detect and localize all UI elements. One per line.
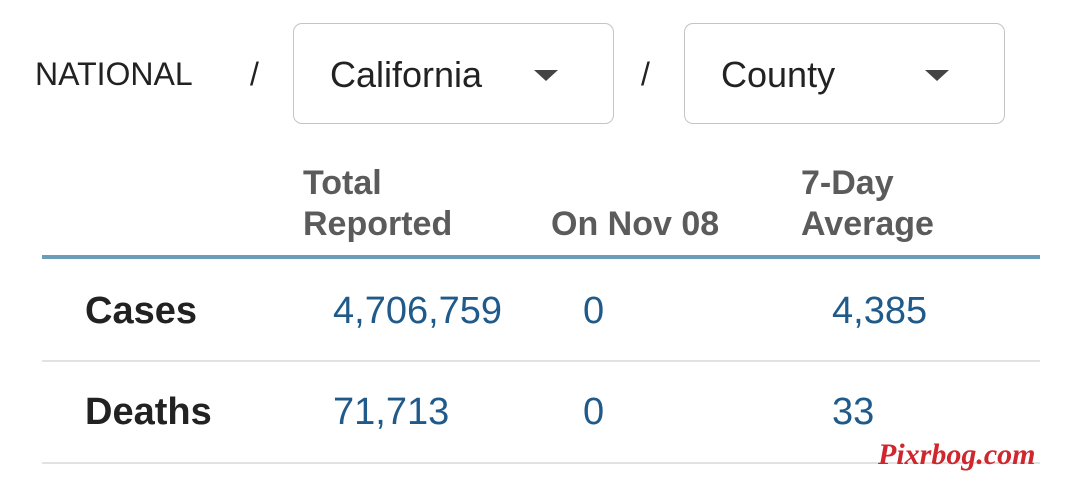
header-line: Total [303, 164, 382, 202]
watermark: Pixrbog.com [878, 438, 1036, 471]
column-header: On Nov 08 [551, 204, 719, 245]
row-rule [42, 360, 1040, 362]
cell-value: 4,706,759 [333, 290, 503, 332]
column-header: 7-Day Average [801, 163, 934, 245]
breadcrumb-national[interactable]: NATIONAL [35, 56, 193, 92]
header-rule [42, 255, 1040, 259]
cell-value: 33 [832, 391, 875, 433]
dropdown-caret [534, 70, 558, 81]
cell-value: 0 [583, 391, 605, 433]
header-line: On Nov 08 [551, 205, 720, 243]
county-select[interactable]: County [684, 23, 1005, 124]
cell-value: 0 [583, 290, 605, 332]
header-line: 7-Day [801, 164, 894, 202]
header-line: Reported [303, 205, 453, 243]
cell-value: 4,385 [832, 290, 928, 332]
state-select-text: California [330, 54, 483, 95]
row-label: Deaths [85, 391, 212, 433]
row-rule [42, 462, 1040, 464]
column-header: Total Reported [303, 163, 452, 245]
breadcrumb-separator: / [250, 56, 259, 92]
header-line: Average [801, 205, 934, 243]
cell-value: 71,713 [333, 391, 450, 433]
county-select-text: County [721, 54, 836, 95]
dropdown-caret [925, 70, 949, 81]
row-label: Cases [85, 290, 197, 332]
state-select[interactable]: California [293, 23, 614, 124]
breadcrumb-separator: / [641, 56, 650, 92]
